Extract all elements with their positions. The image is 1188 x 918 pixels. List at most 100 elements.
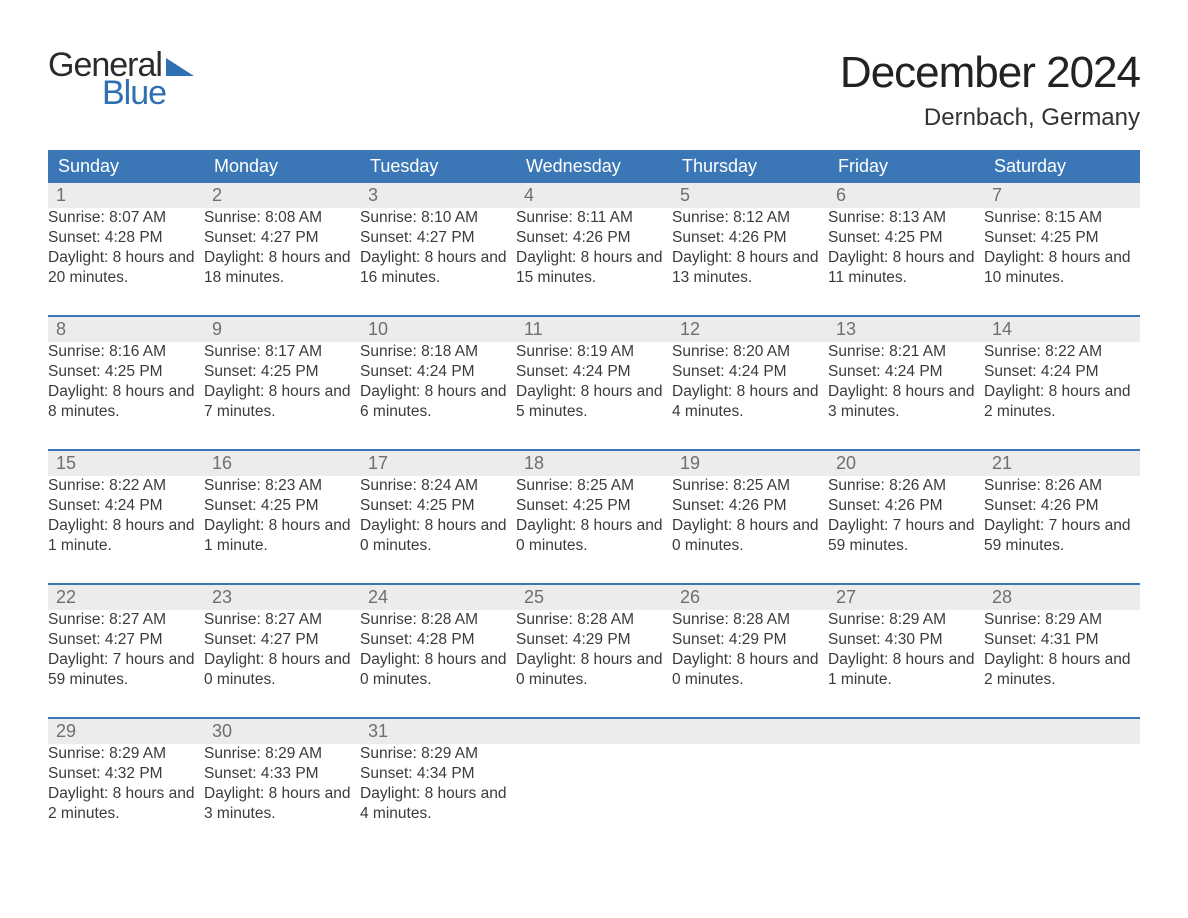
col-saturday: Saturday	[984, 150, 1140, 183]
day-cell: Sunrise: 8:12 AMSunset: 4:26 PMDaylight:…	[672, 208, 828, 294]
day-cell	[672, 744, 828, 830]
week-daynum-row: 293031....	[48, 718, 1140, 744]
sunrise-line: Sunrise: 8:29 AM	[828, 610, 984, 630]
sunrise-line: Sunrise: 8:25 AM	[672, 476, 828, 496]
daylight-line: Daylight: 8 hours and 6 minutes.	[360, 382, 516, 422]
sunset-line: Sunset: 4:26 PM	[672, 228, 828, 248]
day-number: 6	[828, 183, 984, 208]
day-number: 7	[984, 183, 1140, 208]
col-thursday: Thursday	[672, 150, 828, 183]
sunset-line: Sunset: 4:25 PM	[516, 496, 672, 516]
day-number: 19	[672, 451, 828, 476]
sunrise-line: Sunrise: 8:29 AM	[48, 744, 204, 764]
sunrise-line: Sunrise: 8:23 AM	[204, 476, 360, 496]
sunrise-line: Sunrise: 8:12 AM	[672, 208, 828, 228]
daylight-line: Daylight: 8 hours and 0 minutes.	[360, 516, 516, 556]
sunset-line: Sunset: 4:34 PM	[360, 764, 516, 784]
sunrise-line: Sunrise: 8:26 AM	[828, 476, 984, 496]
daylight-line: Daylight: 7 hours and 59 minutes.	[48, 650, 204, 690]
week-daynum-row: 15161718192021	[48, 450, 1140, 476]
sunset-line: Sunset: 4:27 PM	[204, 228, 360, 248]
day-cell: Sunrise: 8:22 AMSunset: 4:24 PMDaylight:…	[48, 476, 204, 562]
sunset-line: Sunset: 4:26 PM	[828, 496, 984, 516]
calendar-table: Sunday Monday Tuesday Wednesday Thursday…	[48, 150, 1140, 830]
daylight-line: Daylight: 8 hours and 20 minutes.	[48, 248, 204, 288]
day-cell: Sunrise: 8:20 AMSunset: 4:24 PMDaylight:…	[672, 342, 828, 428]
sunset-line: Sunset: 4:29 PM	[672, 630, 828, 650]
logo-text-blue: Blue	[102, 76, 194, 110]
day-cell: Sunrise: 8:25 AMSunset: 4:26 PMDaylight:…	[672, 476, 828, 562]
title-block: December 2024 Dernbach, Germany	[840, 48, 1140, 132]
sunset-line: Sunset: 4:26 PM	[672, 496, 828, 516]
day-cell: Sunrise: 8:29 AMSunset: 4:30 PMDaylight:…	[828, 610, 984, 696]
sunrise-line: Sunrise: 8:22 AM	[984, 342, 1140, 362]
day-number: 29	[48, 719, 204, 744]
daylight-line: Daylight: 7 hours and 59 minutes.	[984, 516, 1140, 556]
col-monday: Monday	[204, 150, 360, 183]
sunrise-line: Sunrise: 8:10 AM	[360, 208, 516, 228]
sunset-line: Sunset: 4:24 PM	[984, 362, 1140, 382]
day-cell: Sunrise: 8:19 AMSunset: 4:24 PMDaylight:…	[516, 342, 672, 428]
day-number: 11	[516, 317, 672, 342]
sunrise-line: Sunrise: 8:21 AM	[828, 342, 984, 362]
day-number: 31	[360, 719, 516, 744]
day-number: 8	[48, 317, 204, 342]
sunrise-line: Sunrise: 8:08 AM	[204, 208, 360, 228]
day-cell: Sunrise: 8:15 AMSunset: 4:25 PMDaylight:…	[984, 208, 1140, 294]
sunset-line: Sunset: 4:26 PM	[516, 228, 672, 248]
week-detail-row: Sunrise: 8:29 AMSunset: 4:32 PMDaylight:…	[48, 744, 1140, 830]
daylight-line: Daylight: 8 hours and 0 minutes.	[360, 650, 516, 690]
day-number: 4	[516, 183, 672, 208]
day-cell	[516, 744, 672, 830]
daylight-line: Daylight: 8 hours and 1 minute.	[828, 650, 984, 690]
day-cell: Sunrise: 8:07 AMSunset: 4:28 PMDaylight:…	[48, 208, 204, 294]
daylight-line: Daylight: 8 hours and 15 minutes.	[516, 248, 672, 288]
day-cell: Sunrise: 8:29 AMSunset: 4:32 PMDaylight:…	[48, 744, 204, 830]
daylight-line: Daylight: 8 hours and 0 minutes.	[516, 650, 672, 690]
sunrise-line: Sunrise: 8:13 AM	[828, 208, 984, 228]
sunrise-line: Sunrise: 8:29 AM	[204, 744, 360, 764]
day-number: 18	[516, 451, 672, 476]
day-cell: Sunrise: 8:28 AMSunset: 4:29 PMDaylight:…	[672, 610, 828, 696]
day-number: 2	[204, 183, 360, 208]
sunrise-line: Sunrise: 8:11 AM	[516, 208, 672, 228]
day-number: 1	[48, 183, 204, 208]
sunset-line: Sunset: 4:24 PM	[516, 362, 672, 382]
day-cell: Sunrise: 8:24 AMSunset: 4:25 PMDaylight:…	[360, 476, 516, 562]
day-cell: Sunrise: 8:27 AMSunset: 4:27 PMDaylight:…	[204, 610, 360, 696]
day-number: 27	[828, 585, 984, 610]
sunset-line: Sunset: 4:25 PM	[204, 496, 360, 516]
calendar-body: 1234567Sunrise: 8:07 AMSunset: 4:28 PMDa…	[48, 183, 1140, 830]
day-cell: Sunrise: 8:10 AMSunset: 4:27 PMDaylight:…	[360, 208, 516, 294]
day-number: 9	[204, 317, 360, 342]
day-number: 3	[360, 183, 516, 208]
day-cell: Sunrise: 8:26 AMSunset: 4:26 PMDaylight:…	[828, 476, 984, 562]
day-cell: Sunrise: 8:21 AMSunset: 4:24 PMDaylight:…	[828, 342, 984, 428]
sunset-line: Sunset: 4:27 PM	[48, 630, 204, 650]
daylight-line: Daylight: 8 hours and 8 minutes.	[48, 382, 204, 422]
day-number: 5	[672, 183, 828, 208]
daylight-line: Daylight: 8 hours and 16 minutes.	[360, 248, 516, 288]
day-cell: Sunrise: 8:29 AMSunset: 4:34 PMDaylight:…	[360, 744, 516, 830]
sunset-line: Sunset: 4:25 PM	[984, 228, 1140, 248]
daylight-line: Daylight: 8 hours and 5 minutes.	[516, 382, 672, 422]
week-daynum-row: 1234567	[48, 183, 1140, 208]
sunset-line: Sunset: 4:25 PM	[48, 362, 204, 382]
sunset-line: Sunset: 4:24 PM	[48, 496, 204, 516]
day-number: 24	[360, 585, 516, 610]
sunset-line: Sunset: 4:30 PM	[828, 630, 984, 650]
sunrise-line: Sunrise: 8:19 AM	[516, 342, 672, 362]
daylight-line: Daylight: 8 hours and 0 minutes.	[672, 516, 828, 556]
week-daynum-row: 22232425262728	[48, 584, 1140, 610]
daylight-line: Daylight: 8 hours and 4 minutes.	[360, 784, 516, 824]
sunset-line: Sunset: 4:26 PM	[984, 496, 1140, 516]
sunrise-line: Sunrise: 8:24 AM	[360, 476, 516, 496]
page-title: December 2024	[840, 48, 1140, 98]
day-number: 10	[360, 317, 516, 342]
sunset-line: Sunset: 4:28 PM	[48, 228, 204, 248]
sunrise-line: Sunrise: 8:15 AM	[984, 208, 1140, 228]
sunrise-line: Sunrise: 8:29 AM	[360, 744, 516, 764]
day-cell: Sunrise: 8:29 AMSunset: 4:33 PMDaylight:…	[204, 744, 360, 830]
sunset-line: Sunset: 4:32 PM	[48, 764, 204, 784]
day-number: 14	[984, 317, 1140, 342]
